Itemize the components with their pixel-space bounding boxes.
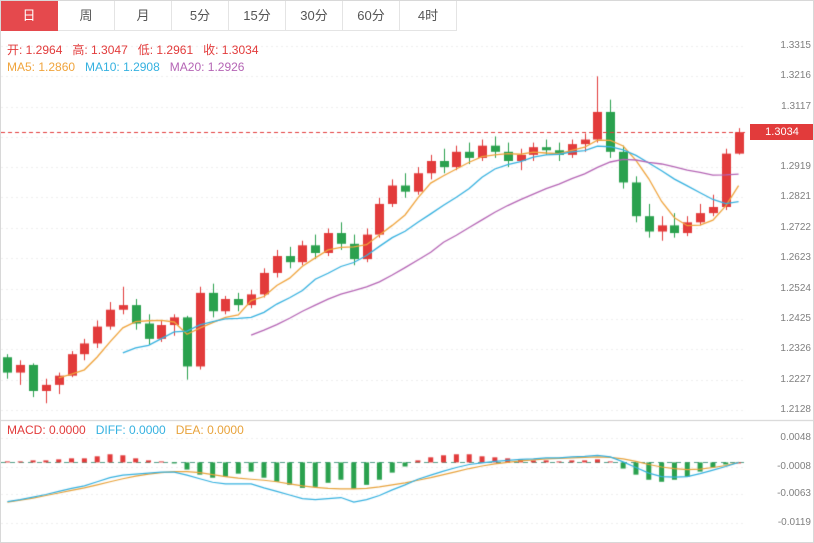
ohlc-readout: 开: 1.2964 高: 1.3047 低: 1.2961 收: 1.3034 (7, 41, 269, 58)
macd-readout: MACD: 0.0000 DIFF: 0.0000 DEA: 0.0000 (7, 423, 254, 437)
close-value: 收: 1.3034 (203, 43, 259, 57)
macd-axis-label: 0.0048 (780, 432, 811, 443)
price-axis-label: 1.3315 (780, 40, 811, 51)
current-price-badge: 1.3034 (750, 124, 813, 141)
macd-axis-label: -0.0119 (777, 517, 811, 528)
macd-axis-label: -0.0063 (777, 488, 811, 500)
price-axis-label: 1.2524 (780, 282, 811, 294)
open-value: 开: 1.2964 (7, 43, 63, 57)
ma5-value: MA5: 1.2860 (7, 60, 76, 74)
high-value: 高: 1.3047 (72, 43, 128, 57)
tab-60min[interactable]: 60分 (343, 1, 400, 31)
price-axis-label: 1.3216 (780, 70, 811, 82)
price-axis-label: 1.3117 (781, 100, 811, 112)
price-axis-label: 1.2623 (780, 252, 811, 264)
price-axis-label: 1.2227 (780, 373, 811, 385)
macd-value: MACD: 0.0000 (7, 423, 86, 437)
timeframe-toolbar: 日周月 5分 15分 30分 60分 4时 (1, 1, 813, 32)
tab-5min[interactable]: 5分 (172, 1, 229, 31)
tab-4hour[interactable]: 4时 (400, 1, 457, 31)
low-value: 低: 1.2961 (137, 43, 194, 57)
ma10-value: MA10: 1.2908 (85, 60, 160, 74)
chart-area: 开: 1.2964 高: 1.3047 低: 1.2961 收: 1.3034 MA5… (1, 32, 813, 542)
tab-week[interactable]: 周 (58, 1, 115, 31)
price-axis-label: 1.2128 (780, 404, 811, 415)
price-axis-label: 1.2722 (780, 221, 811, 233)
price-axis-label: 1.2425 (780, 312, 811, 324)
macd-axis-label: -0.0008 (777, 460, 811, 472)
price-axis-label: 1.2326 (780, 343, 811, 355)
diff-value: DIFF: 0.0000 (95, 423, 166, 437)
dea-value: DEA: 0.0000 (175, 423, 244, 437)
price-axis-label: 1.2919 (780, 161, 811, 173)
candlestick-chart-canvas[interactable] (1, 32, 813, 542)
tab-month[interactable]: 月 (115, 1, 172, 31)
ma20-value: MA20: 1.2926 (169, 60, 245, 74)
tab-15min[interactable]: 15分 (229, 1, 286, 31)
tab-30min[interactable]: 30分 (286, 1, 343, 31)
ma-readout: MA5: 1.2860 MA10: 1.2908 MA20: 1.2926 (7, 60, 254, 74)
price-axis-label: 1.2821 (780, 191, 811, 203)
tab-day[interactable]: 日 (1, 1, 58, 31)
